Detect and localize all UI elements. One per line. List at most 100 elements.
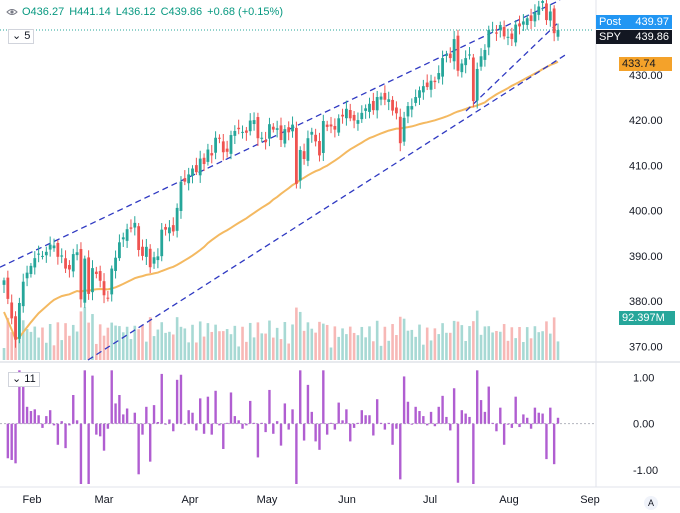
candle-body — [348, 110, 352, 119]
candle-body — [87, 257, 91, 294]
volume-bar — [148, 317, 152, 360]
eye-icon[interactable] — [6, 6, 18, 18]
volume-bar — [45, 342, 48, 360]
volume-bar — [183, 328, 187, 360]
volume-bar — [348, 326, 352, 360]
volume-bar — [33, 326, 37, 360]
candle-body — [237, 127, 241, 130]
volume-bar — [191, 324, 194, 360]
oscillator-bar — [418, 411, 421, 424]
oscillator-bar — [249, 400, 252, 424]
oscillator-bar — [341, 420, 344, 424]
candle-body — [260, 137, 264, 139]
x-tick-label: Apr — [181, 494, 198, 506]
candle-body — [133, 222, 137, 228]
candle-body — [406, 106, 410, 117]
oscillator-period: 11 — [24, 373, 36, 385]
candle-body — [379, 96, 383, 100]
ma-indicator-legend[interactable]: ⌄ 5 — [8, 29, 35, 44]
volume-bar — [406, 330, 410, 360]
x-tick-label: Sep — [580, 494, 600, 506]
volume-bar — [37, 337, 40, 360]
candle-body — [144, 246, 148, 257]
ma-price-tag: 433.74 — [619, 57, 672, 71]
oscillator-bar — [502, 423, 506, 445]
volume-bar — [56, 322, 60, 360]
volume-bar — [275, 327, 279, 360]
volume-bar — [398, 316, 402, 360]
candle-body — [395, 107, 398, 114]
candle-body — [521, 21, 525, 25]
osc-y-tick-label: 1.00 — [633, 372, 654, 384]
candle-body — [129, 227, 133, 229]
volume-bar — [495, 330, 498, 360]
oscillator-bar — [552, 423, 556, 465]
candle-body — [91, 268, 94, 293]
candle-body — [191, 168, 194, 176]
volume-bar — [41, 327, 44, 360]
candle-body — [44, 251, 48, 256]
volume-bar — [302, 330, 306, 360]
volume-bar — [433, 328, 437, 360]
volume-bar — [487, 326, 491, 360]
post-label: Post — [599, 16, 622, 28]
volume-bar — [248, 322, 252, 360]
osc-y-tick-label: -1.00 — [633, 465, 658, 477]
oscillator-bar — [237, 420, 240, 424]
oscillator-bar — [199, 398, 202, 424]
volume-bar — [260, 333, 264, 360]
candle-body — [418, 90, 421, 98]
oscillator-bar — [41, 423, 44, 428]
candle-body — [552, 8, 556, 34]
candle-body — [2, 280, 6, 285]
oscillator-bar — [22, 384, 25, 424]
candle-body — [321, 121, 325, 153]
candle-body — [183, 178, 187, 182]
candle-body — [98, 271, 102, 281]
oscillator-bar — [52, 423, 56, 426]
candle-body — [314, 134, 318, 142]
volume-bar — [83, 307, 87, 360]
volume-bar — [91, 314, 94, 360]
oscillator-bar — [391, 423, 394, 445]
oscillator-bar — [291, 409, 294, 424]
volume-bar — [141, 324, 144, 360]
oscillator-bar — [533, 407, 537, 424]
candle-body — [52, 245, 56, 249]
close-value: C439.86 — [160, 6, 203, 18]
oscillator-bar — [425, 423, 429, 426]
candle-body — [310, 131, 314, 135]
change-value: +0.68 (+0.15%) — [207, 6, 283, 18]
candle-body — [498, 25, 502, 31]
candle-body — [537, 6, 541, 15]
candle-body — [214, 137, 217, 153]
oscillator-bar — [229, 392, 233, 424]
oscillator-bar — [106, 423, 110, 429]
candle-body — [48, 244, 52, 250]
volume-bar — [352, 332, 356, 360]
volume-bar — [541, 331, 544, 360]
oscillator-legend[interactable]: ⌄ 11 — [8, 372, 40, 387]
candle-body — [106, 297, 110, 299]
oscillator-bar — [129, 422, 133, 424]
oscillator-bar — [487, 386, 490, 424]
volume-bar — [121, 332, 125, 360]
volume-bar — [498, 331, 502, 360]
volume-bar — [225, 329, 229, 360]
oscillator-bar — [414, 406, 417, 424]
oscillator-bar — [175, 379, 179, 424]
oscillator-bar — [187, 410, 190, 424]
oscillator-bar — [483, 411, 487, 424]
auto-scale-button[interactable]: A — [644, 496, 658, 510]
oscillator-bar — [79, 423, 83, 484]
oscillator-bar — [395, 423, 398, 429]
candle-body — [452, 39, 456, 62]
volume-bar — [506, 340, 510, 360]
volume-bar — [75, 331, 79, 360]
oscillator-bar — [456, 423, 460, 483]
volume-bar — [152, 336, 156, 360]
oscillator-bar — [314, 423, 317, 442]
oscillator-bar — [556, 417, 560, 424]
